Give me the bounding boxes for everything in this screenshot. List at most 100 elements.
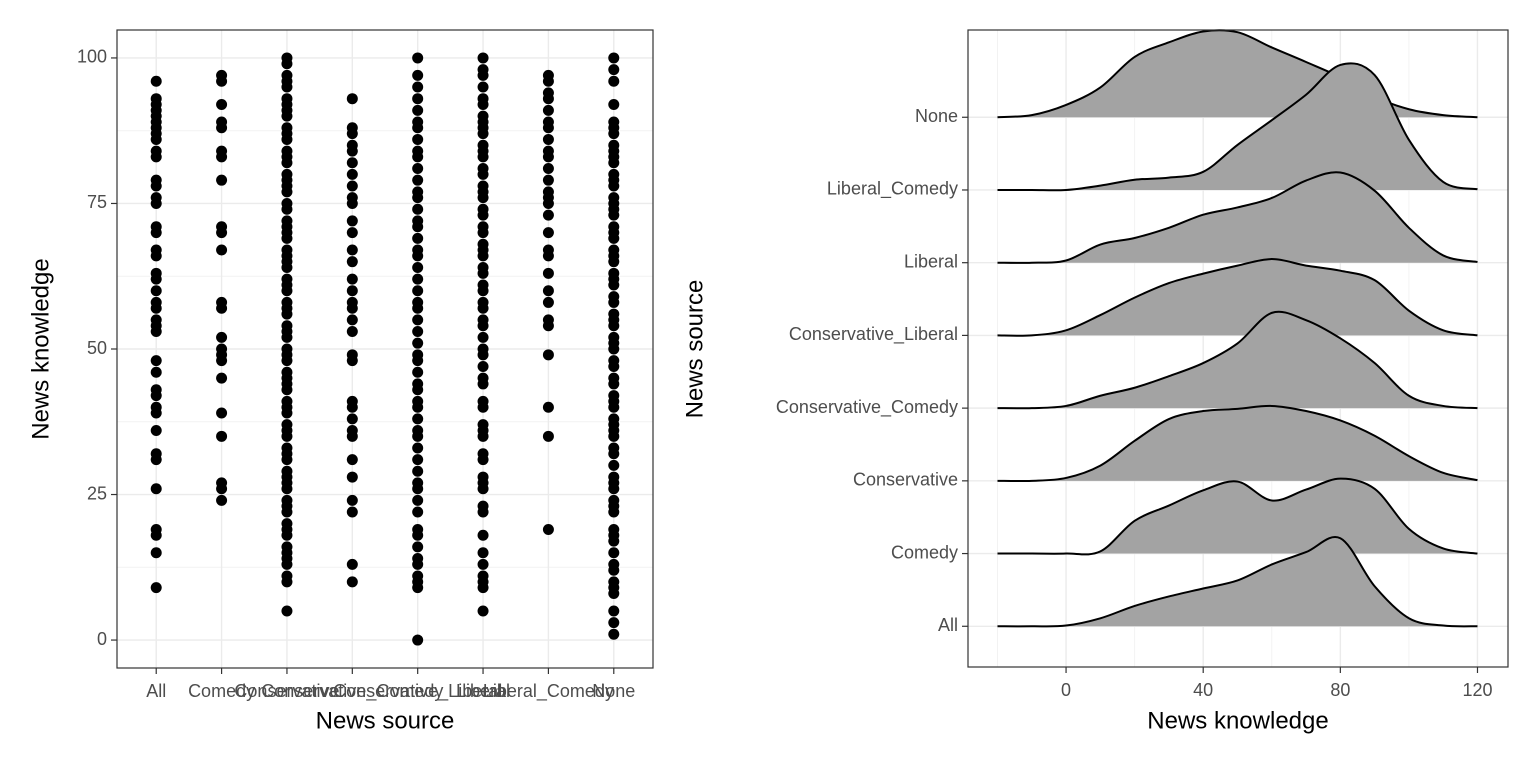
point [150,529,162,541]
point [281,308,293,320]
point [346,197,358,209]
point [150,227,162,239]
point [281,558,293,570]
point [608,75,620,87]
point [412,163,424,175]
point [477,320,489,332]
point [150,302,162,314]
point [608,157,620,169]
point [346,128,358,140]
point [477,302,489,314]
point [412,326,424,338]
point [412,151,424,163]
point [150,133,162,145]
point [281,483,293,495]
point [477,52,489,64]
y-tick-label: 50 [87,338,107,358]
point [346,314,358,326]
ridge-line [997,477,1478,556]
point [542,296,554,308]
point [150,547,162,559]
point [608,209,620,221]
point [412,93,424,105]
point [542,285,554,297]
point [412,558,424,570]
point [216,494,228,506]
ridge-line [997,62,1478,192]
point [412,494,424,506]
point [346,413,358,425]
point [412,133,424,145]
point [281,454,293,466]
point [412,384,424,396]
x-tick-label: Comedy [188,681,255,701]
point [346,256,358,268]
point [216,99,228,111]
point [346,273,358,285]
point [412,122,424,134]
point [477,378,489,390]
point [281,81,293,93]
point [346,93,358,105]
y-tick-label: Liberal [904,251,958,271]
point [150,582,162,594]
point [346,494,358,506]
point [608,628,620,640]
point [608,506,620,518]
point [281,331,293,343]
point [281,605,293,617]
point [281,133,293,145]
point [608,64,620,76]
point [477,99,489,111]
point [542,122,554,134]
point [346,401,358,413]
point [542,209,554,221]
point [150,454,162,466]
point [412,401,424,413]
point [542,151,554,163]
x-tick-label: Liberal_Comedy [483,681,614,702]
point [346,576,358,588]
point [216,174,228,186]
point [346,227,358,239]
point [346,157,358,169]
point [477,69,489,81]
y-tick-label: 25 [87,483,107,503]
point [216,483,228,495]
point [477,558,489,570]
point [477,267,489,279]
point [346,180,358,192]
point [216,430,228,442]
ridge-line [997,171,1478,264]
point [150,197,162,209]
y-tick-label: Conservative_Comedy [776,397,958,418]
point [412,366,424,378]
x-tick-label: None [592,681,635,701]
point [346,285,358,297]
point [150,424,162,436]
y-tick-label: None [915,106,958,126]
point [477,285,489,297]
point [216,331,228,343]
point [346,244,358,256]
point [216,122,228,134]
point [412,285,424,297]
point [150,366,162,378]
x-tick-label: Conservative_Comedy [261,681,443,702]
point [412,413,424,425]
point [542,250,554,262]
point [477,454,489,466]
point [281,285,293,297]
x-axis-title: News knowledge [1147,707,1328,734]
point [150,407,162,419]
point [346,145,358,157]
point [477,506,489,518]
point [412,355,424,367]
point [542,349,554,361]
point [608,378,620,390]
point [477,582,489,594]
point [412,582,424,594]
x-tick-label: 40 [1193,680,1213,700]
point [150,390,162,402]
ridge-area [997,259,1478,336]
